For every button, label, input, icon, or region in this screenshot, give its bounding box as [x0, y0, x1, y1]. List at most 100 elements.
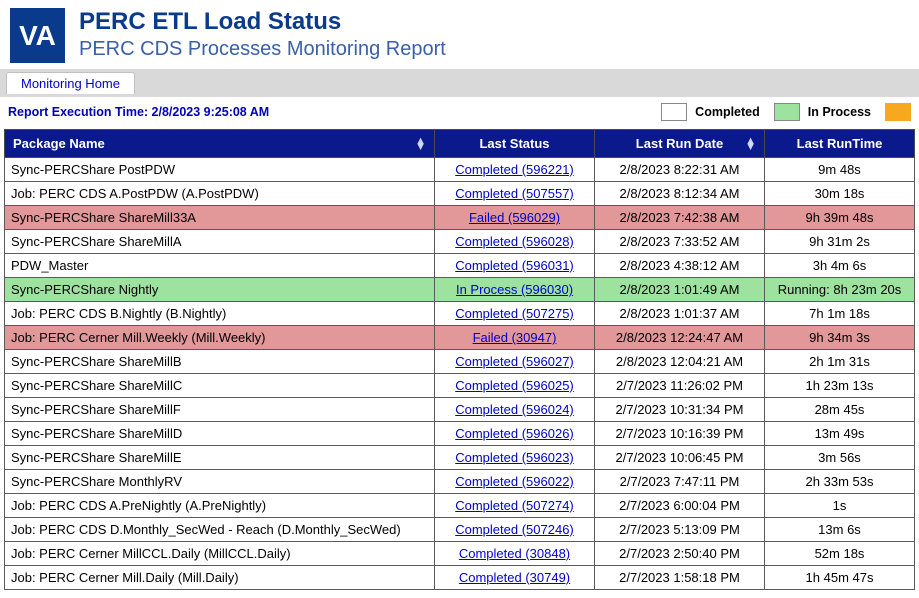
table-row: Job: PERC CDS B.Nightly (B.Nightly) Compl…	[5, 302, 915, 326]
cell-last-runtime: 9h 39m 48s	[765, 206, 915, 230]
cell-package-name: Job: PERC CDS B.Nightly (B.Nightly)	[5, 302, 435, 326]
status-link[interactable]: Failed (596029)	[469, 210, 560, 225]
report-execution-time: Report Execution Time: 2/8/2023 9:25:08 …	[8, 105, 269, 119]
cell-last-runtime: 3h 4m 6s	[765, 254, 915, 278]
cell-last-runtime: 2h 1m 31s	[765, 350, 915, 374]
col-last-status[interactable]: Last Status	[435, 130, 595, 158]
cell-last-runtime: 30m 18s	[765, 182, 915, 206]
cell-last-status: Completed (30848)	[435, 542, 595, 566]
table-row: Job: PERC CDS A.PreNightly (A.PreNightly…	[5, 494, 915, 518]
cell-last-run-date: 2/8/2023 4:38:12 AM	[595, 254, 765, 278]
legend-inprocess-label: In Process	[808, 105, 871, 119]
table-row: Job: PERC Cerner Mill.Daily (Mill.Daily)…	[5, 566, 915, 590]
cell-last-run-date: 2/8/2023 1:01:37 AM	[595, 302, 765, 326]
status-link[interactable]: Completed (596028)	[455, 234, 574, 249]
cell-last-status: In Process (596030)	[435, 278, 595, 302]
status-link[interactable]: Completed (507246)	[455, 522, 574, 537]
legend-completed-swatch	[661, 103, 687, 121]
status-link[interactable]: Completed (596023)	[455, 450, 574, 465]
status-link[interactable]: Completed (596025)	[455, 378, 574, 393]
cell-last-run-date: 2/7/2023 11:26:02 PM	[595, 374, 765, 398]
cell-last-run-date: 2/8/2023 8:12:34 AM	[595, 182, 765, 206]
status-link[interactable]: Failed (30947)	[473, 330, 557, 345]
cell-package-name: Sync-PERCShare ShareMillF	[5, 398, 435, 422]
cell-last-status: Completed (30749)	[435, 566, 595, 590]
table-row: Sync-PERCShare ShareMillF Completed (5960…	[5, 398, 915, 422]
cell-package-name: Sync-PERCShare ShareMill33A	[5, 206, 435, 230]
cell-last-status: Failed (596029)	[435, 206, 595, 230]
cell-last-runtime: 13m 49s	[765, 422, 915, 446]
cell-last-runtime: 1h 45m 47s	[765, 566, 915, 590]
legend-warn-swatch	[885, 103, 911, 121]
cell-last-runtime: 9h 31m 2s	[765, 230, 915, 254]
table-row: Sync-PERCShare Nightly In Process (596030…	[5, 278, 915, 302]
cell-last-run-date: 2/8/2023 1:01:49 AM	[595, 278, 765, 302]
cell-package-name: Job: PERC CDS A.PreNightly (A.PreNightly…	[5, 494, 435, 518]
legend-inprocess-swatch	[774, 103, 800, 121]
col-package-name[interactable]: Package Name ▲▼	[5, 130, 435, 158]
cell-last-run-date: 2/8/2023 7:33:52 AM	[595, 230, 765, 254]
status-link[interactable]: Completed (507275)	[455, 306, 574, 321]
cell-package-name: Job: PERC Cerner MillCCL.Daily (MillCCL.…	[5, 542, 435, 566]
cell-package-name: Sync-PERCShare ShareMillA	[5, 230, 435, 254]
table-row: PDW_Master Completed (596031) 2/8/2023 4:3…	[5, 254, 915, 278]
cell-last-run-date: 2/7/2023 10:16:39 PM	[595, 422, 765, 446]
sort-icon[interactable]: ▲▼	[415, 137, 426, 149]
col-date-label: Last Run Date	[636, 136, 723, 151]
cell-package-name: Sync-PERCShare PostPDW	[5, 158, 435, 182]
va-logo: VA	[10, 8, 65, 63]
status-link[interactable]: In Process (596030)	[456, 282, 573, 297]
cell-last-status: Completed (596027)	[435, 350, 595, 374]
cell-package-name: Sync-PERCShare MonthlyRV	[5, 470, 435, 494]
cell-last-status: Completed (507275)	[435, 302, 595, 326]
cell-last-status: Completed (596025)	[435, 374, 595, 398]
cell-package-name: Sync-PERCShare ShareMillB	[5, 350, 435, 374]
status-link[interactable]: Completed (30848)	[459, 546, 570, 561]
cell-last-status: Completed (596031)	[435, 254, 595, 278]
table-row: Sync-PERCShare MonthlyRV Completed (59602…	[5, 470, 915, 494]
info-row: Report Execution Time: 2/8/2023 9:25:08 …	[0, 97, 919, 129]
nav-monitoring-home[interactable]: Monitoring Home	[6, 72, 135, 94]
cell-last-run-date: 2/7/2023 2:50:40 PM	[595, 542, 765, 566]
table-row: Sync-PERCShare ShareMill33A Failed (59602…	[5, 206, 915, 230]
cell-package-name: Job: PERC Cerner Mill.Weekly (Mill.Weekl…	[5, 326, 435, 350]
status-link[interactable]: Completed (596024)	[455, 402, 574, 417]
cell-last-runtime: 9h 34m 3s	[765, 326, 915, 350]
col-last-runtime[interactable]: Last RunTime	[765, 130, 915, 158]
status-link[interactable]: Completed (507274)	[455, 498, 574, 513]
cell-last-runtime: 9m 48s	[765, 158, 915, 182]
status-link[interactable]: Completed (596027)	[455, 354, 574, 369]
legend-completed: Completed	[661, 103, 760, 121]
cell-last-runtime: 3m 56s	[765, 446, 915, 470]
status-link[interactable]: Completed (30749)	[459, 570, 570, 585]
status-link[interactable]: Completed (507557)	[455, 186, 574, 201]
nav-bar: Monitoring Home	[0, 69, 919, 97]
status-link[interactable]: Completed (596031)	[455, 258, 574, 273]
table-row: Job: PERC Cerner MillCCL.Daily (MillCCL.…	[5, 542, 915, 566]
table-body: Sync-PERCShare PostPDW Completed (596221)…	[5, 158, 915, 590]
cell-last-run-date: 2/7/2023 6:00:04 PM	[595, 494, 765, 518]
cell-last-runtime: 13m 6s	[765, 518, 915, 542]
status-link[interactable]: Completed (596022)	[455, 474, 574, 489]
page-title: PERC ETL Load Status	[79, 8, 446, 36]
cell-package-name: Sync-PERCShare ShareMillD	[5, 422, 435, 446]
table-row: Sync-PERCShare ShareMillCCompleted (5960…	[5, 374, 915, 398]
cell-last-run-date: 2/7/2023 5:13:09 PM	[595, 518, 765, 542]
col-last-run-date[interactable]: Last Run Date ▲▼	[595, 130, 765, 158]
page-header: VA PERC ETL Load Status PERC CDS Process…	[0, 0, 919, 69]
cell-last-status: Failed (30947)	[435, 326, 595, 350]
table-header-row: Package Name ▲▼ Last Status Last Run Dat…	[5, 130, 915, 158]
cell-package-name: PDW_Master	[5, 254, 435, 278]
table-row: Sync-PERCShare ShareMillB Completed (5960…	[5, 350, 915, 374]
cell-last-runtime: 1s	[765, 494, 915, 518]
table-row: Job: PERC Cerner Mill.Weekly (Mill.Weekl…	[5, 326, 915, 350]
cell-last-runtime: 28m 45s	[765, 398, 915, 422]
sort-icon[interactable]: ▲▼	[745, 137, 756, 149]
cell-last-status: Completed (596028)	[435, 230, 595, 254]
cell-last-run-date: 2/7/2023 10:06:45 PM	[595, 446, 765, 470]
status-link[interactable]: Completed (596221)	[455, 162, 574, 177]
cell-last-run-date: 2/8/2023 12:24:47 AM	[595, 326, 765, 350]
cell-package-name: Sync-PERCShare Nightly	[5, 278, 435, 302]
cell-last-runtime: 7h 1m 18s	[765, 302, 915, 326]
status-link[interactable]: Completed (596026)	[455, 426, 574, 441]
